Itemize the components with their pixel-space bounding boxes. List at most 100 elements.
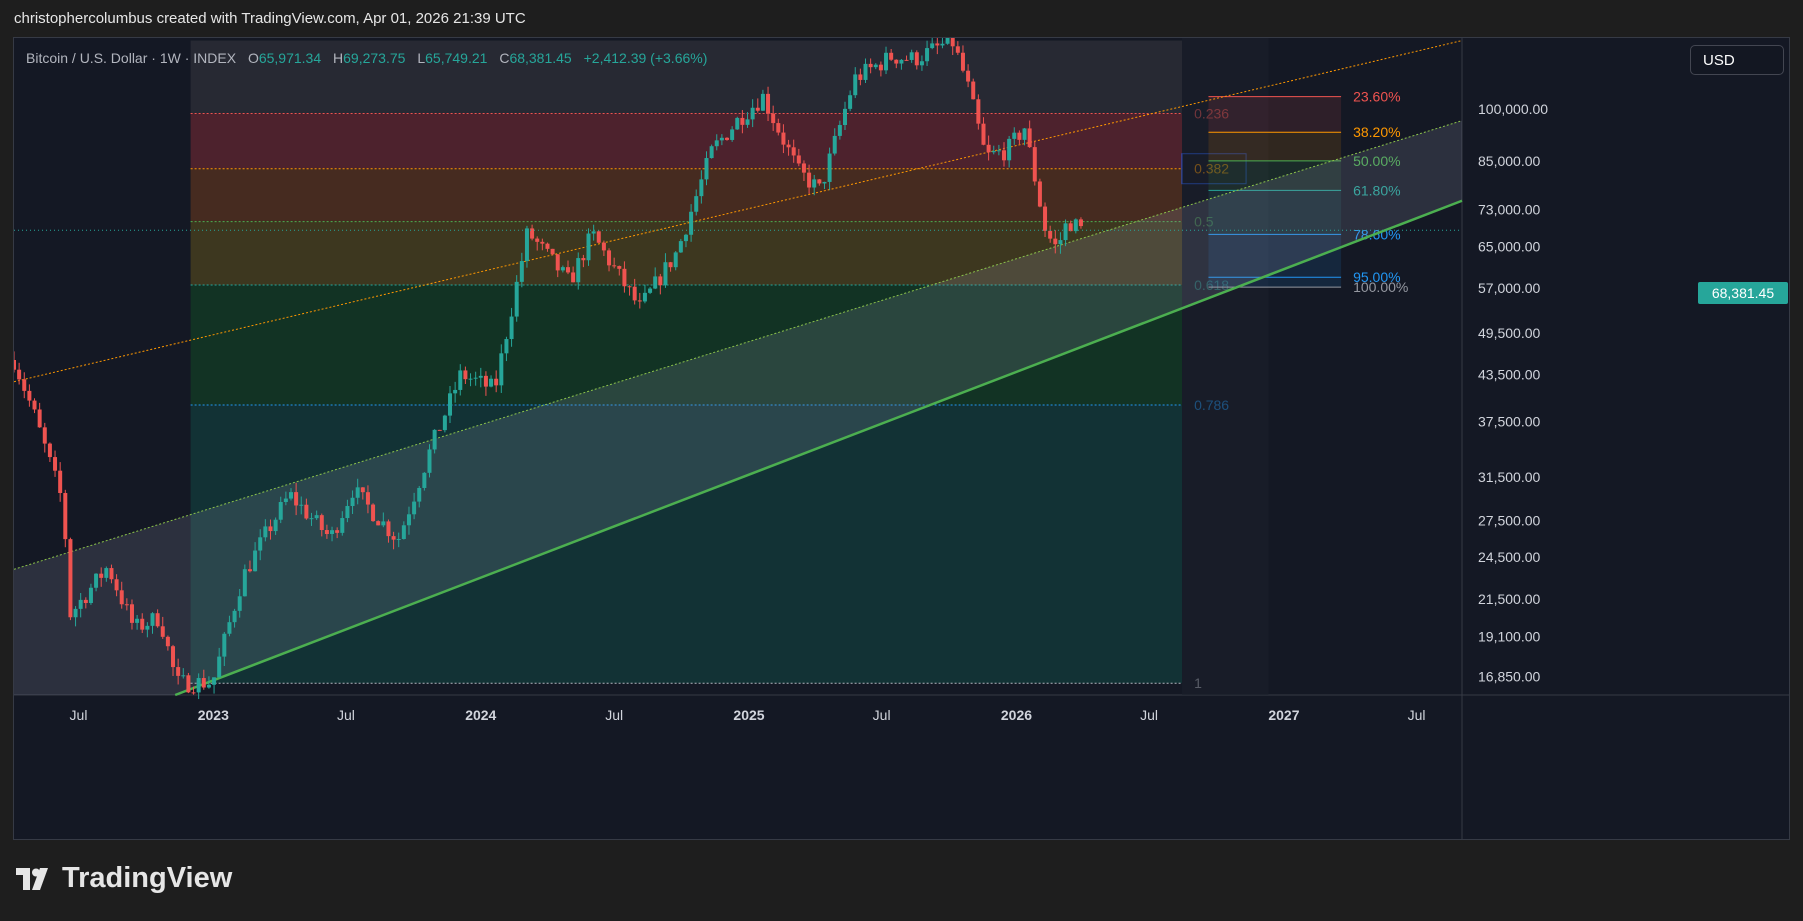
candle-body — [607, 250, 612, 266]
candle-body — [540, 241, 545, 244]
candle-body — [494, 378, 499, 386]
candle-body — [586, 233, 591, 261]
candle-body — [955, 46, 960, 53]
candle-body — [212, 677, 217, 685]
y-tick-label: 27,500.00 — [1478, 512, 1540, 528]
candle-body — [160, 626, 165, 637]
fib-ext-label: 50.00% — [1353, 153, 1400, 169]
fib-zone-0.618 — [190, 285, 1183, 406]
candle-body — [427, 449, 432, 473]
candle-body — [807, 172, 812, 188]
candle-body — [786, 144, 791, 148]
y-tick-label: 100,000.00 — [1478, 101, 1548, 117]
x-tick-label: 2023 — [198, 707, 229, 723]
candle-body — [524, 228, 529, 262]
candle-body — [668, 262, 673, 268]
x-tick-label: Jul — [873, 707, 891, 723]
fib-zone-0.786 — [190, 405, 1183, 684]
channel-fill — [14, 120, 1462, 695]
candle-body — [683, 234, 688, 242]
candle-body — [981, 123, 986, 145]
candle-body — [694, 196, 699, 212]
y-tick-label: 65,000.00 — [1478, 238, 1540, 254]
candle-body — [437, 429, 442, 431]
y-tick-label: 16,850.00 — [1478, 669, 1540, 685]
fib-ext-label: 38.20% — [1353, 124, 1400, 140]
x-tick-label: 2024 — [465, 707, 496, 723]
candle-body — [822, 181, 827, 184]
chart-frame[interactable]: 0.2360.3820.50.6180.786123.60%38.20%50.0… — [13, 37, 1790, 840]
candle-body — [176, 667, 181, 676]
candle-body — [478, 375, 483, 378]
candle-body — [242, 569, 247, 597]
candle-body — [719, 137, 724, 141]
candle-body — [832, 135, 837, 154]
candle-body — [88, 587, 93, 604]
candle-body — [581, 258, 586, 261]
candle-body — [365, 492, 370, 505]
candle-body — [873, 64, 878, 68]
candle-body — [94, 573, 99, 588]
close-value: 68,381.45 — [509, 50, 572, 66]
candle-body — [288, 492, 293, 499]
candle-body — [601, 242, 606, 251]
candle-body — [442, 415, 447, 431]
symbol-legend: Bitcoin / U.S. Dollar · 1W · INDEX O65,9… — [26, 50, 707, 66]
candle-body — [960, 52, 965, 71]
candle-body — [453, 389, 458, 394]
candle-body — [637, 300, 642, 302]
fib-ext-label: 61.80% — [1353, 182, 1400, 198]
currency-selector[interactable]: USD — [1690, 45, 1784, 75]
candle-body — [837, 125, 842, 136]
candle-body — [381, 521, 386, 526]
candle-body — [458, 370, 463, 390]
candle-body — [360, 487, 365, 493]
candle-body — [340, 518, 345, 533]
candle-body — [217, 656, 222, 678]
candle-body — [950, 38, 955, 47]
candle-body — [1078, 219, 1083, 227]
candle-body — [617, 266, 622, 269]
candle-body — [330, 530, 335, 535]
candle-body — [709, 146, 714, 159]
candle-body — [253, 550, 258, 572]
candle-body — [406, 514, 411, 526]
candle-body — [386, 521, 391, 537]
candle-body — [14, 360, 16, 370]
channel-lower-line — [174, 199, 1463, 697]
y-tick-label: 49,500.00 — [1478, 325, 1540, 341]
tradingview-logo[interactable]: TradingView — [16, 862, 232, 895]
candle-body — [899, 59, 904, 64]
candle-body — [576, 258, 581, 283]
candle-body — [463, 370, 468, 380]
candle-body — [309, 518, 314, 520]
candle-body — [222, 633, 227, 657]
candle-body — [555, 254, 560, 271]
candle-body — [658, 276, 663, 286]
candle-body — [335, 530, 340, 533]
candle-body — [104, 568, 109, 578]
fib-ext-label: 95.00% — [1353, 269, 1400, 285]
candle-body — [42, 427, 47, 444]
candle-body — [781, 132, 786, 145]
candle-body — [1002, 150, 1007, 161]
candle-body — [930, 43, 935, 49]
open-label: O — [247, 50, 259, 66]
candle-body — [663, 262, 668, 286]
candle-body — [725, 137, 730, 140]
candle-body — [884, 52, 889, 71]
candle-body — [109, 568, 114, 580]
candle-body — [294, 492, 299, 506]
candle-body — [473, 377, 478, 379]
candle-body — [571, 272, 576, 283]
price-chart[interactable]: 0.2360.3820.50.6180.786123.60%38.20%50.0… — [14, 38, 1789, 839]
candle-body — [976, 99, 981, 124]
candle-body — [268, 526, 273, 532]
candle-body — [47, 443, 52, 458]
candle-body — [627, 286, 632, 288]
fib-ext-zone — [1208, 190, 1342, 235]
candle-body — [53, 457, 58, 471]
candle-body — [417, 487, 422, 502]
candle-body — [750, 107, 755, 120]
candle-body — [345, 506, 350, 519]
